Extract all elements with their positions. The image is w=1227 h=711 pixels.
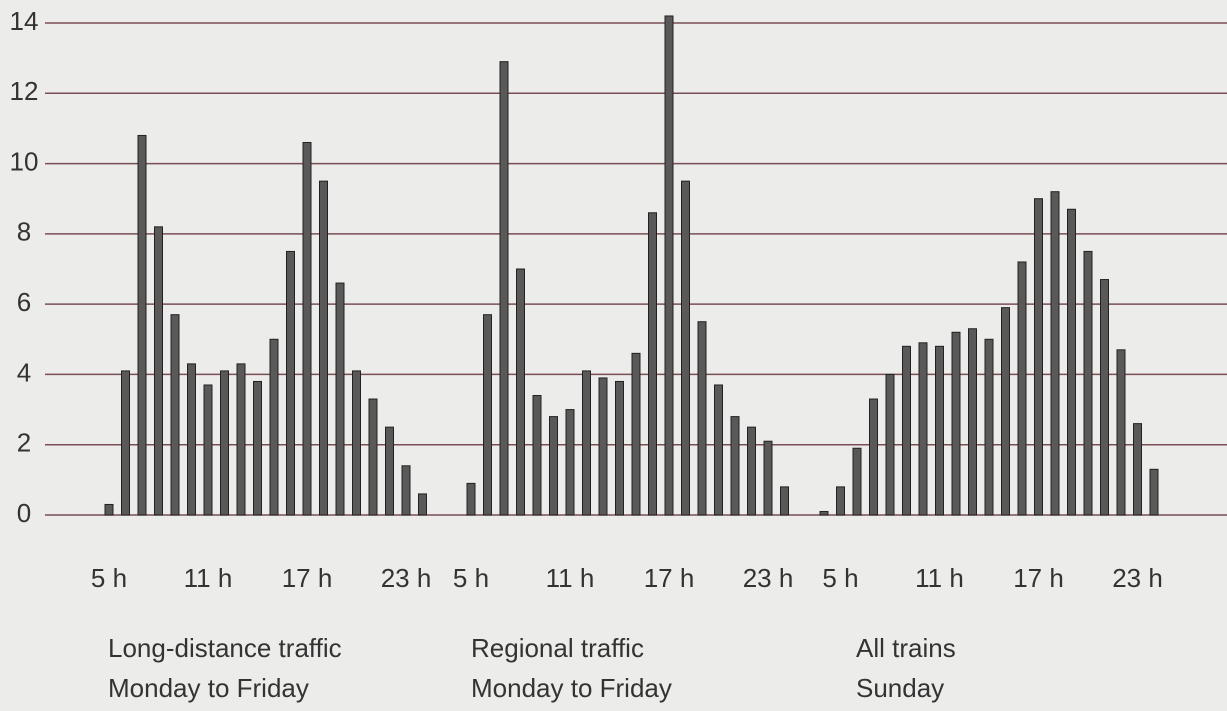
bar — [335, 282, 345, 516]
x-tick-label: 5 h — [91, 563, 127, 593]
bar — [1100, 279, 1109, 516]
bar — [1083, 250, 1093, 516]
bar — [681, 180, 690, 516]
x-tick-label: 5 h — [822, 563, 858, 593]
bar — [187, 363, 196, 516]
bar — [1050, 191, 1060, 516]
bar — [170, 314, 180, 516]
bar — [302, 141, 312, 516]
bar — [836, 486, 845, 516]
bar — [714, 384, 723, 516]
bar — [466, 482, 476, 516]
bar — [780, 486, 789, 516]
bar — [104, 503, 114, 516]
bar — [1001, 307, 1010, 516]
bar — [483, 314, 492, 516]
x-tick-label: 5 h — [453, 563, 489, 593]
bar — [697, 321, 707, 516]
bar — [984, 338, 994, 516]
bar — [631, 352, 641, 516]
y-tick-label: 4 — [17, 357, 31, 387]
bar — [869, 398, 878, 516]
bar — [368, 398, 378, 516]
x-tick-label: 17 h — [282, 563, 333, 593]
bar — [286, 250, 295, 516]
bar — [852, 447, 862, 516]
bar — [352, 370, 361, 516]
bar — [203, 384, 213, 516]
panel-label: Long-distance traffic — [108, 633, 342, 663]
bar — [918, 342, 928, 516]
bar — [532, 395, 542, 516]
x-tick-label: 11 h — [915, 563, 964, 593]
bar — [154, 226, 163, 516]
bar — [951, 331, 961, 516]
y-tick-label: 14 — [10, 6, 39, 36]
panel-label: Sunday — [856, 673, 944, 703]
bar — [902, 345, 911, 516]
bar — [885, 373, 895, 516]
bar — [648, 212, 657, 516]
bar — [935, 345, 944, 516]
bar — [319, 180, 328, 516]
y-tick-label: 8 — [17, 217, 31, 247]
bar — [730, 416, 740, 516]
x-tick-label: 11 h — [184, 563, 233, 593]
bar — [499, 61, 509, 516]
panel-label: Monday to Friday — [108, 673, 309, 703]
bar — [582, 370, 591, 516]
bar — [747, 426, 756, 516]
bar — [418, 493, 427, 516]
x-tick-label: 17 h — [1013, 563, 1064, 593]
bar — [968, 328, 977, 516]
y-tick-label: 2 — [17, 428, 31, 458]
bar — [253, 380, 262, 516]
bar — [121, 370, 130, 516]
bar — [385, 426, 394, 516]
bar — [549, 416, 558, 516]
bar — [236, 363, 246, 516]
bar — [137, 134, 147, 516]
panel-label: Regional traffic — [471, 633, 644, 663]
panel-label: All trains — [856, 633, 956, 663]
bar — [598, 377, 608, 516]
bar — [1017, 261, 1027, 516]
x-tick-label: 23 h — [381, 563, 432, 593]
y-tick-label: 10 — [10, 146, 39, 176]
bar — [1149, 468, 1159, 516]
y-tick-label: 12 — [10, 76, 39, 106]
bar — [401, 465, 411, 516]
x-tick-label: 23 h — [1112, 563, 1163, 593]
panel-label: Monday to Friday — [471, 673, 672, 703]
bar — [615, 380, 624, 516]
bar — [1133, 423, 1142, 516]
x-tick-label: 23 h — [743, 563, 794, 593]
bar — [664, 15, 674, 516]
bar — [819, 510, 829, 516]
y-tick-label: 6 — [17, 287, 31, 317]
bar — [1034, 198, 1043, 516]
bar — [1067, 208, 1076, 516]
bar — [220, 370, 229, 516]
y-tick-label: 0 — [17, 498, 31, 528]
x-tick-label: 17 h — [644, 563, 695, 593]
bar — [269, 338, 279, 516]
x-tick-label: 11 h — [546, 563, 595, 593]
bar — [1116, 349, 1126, 516]
bar — [763, 440, 773, 516]
bar — [516, 268, 525, 516]
bar — [565, 409, 575, 516]
